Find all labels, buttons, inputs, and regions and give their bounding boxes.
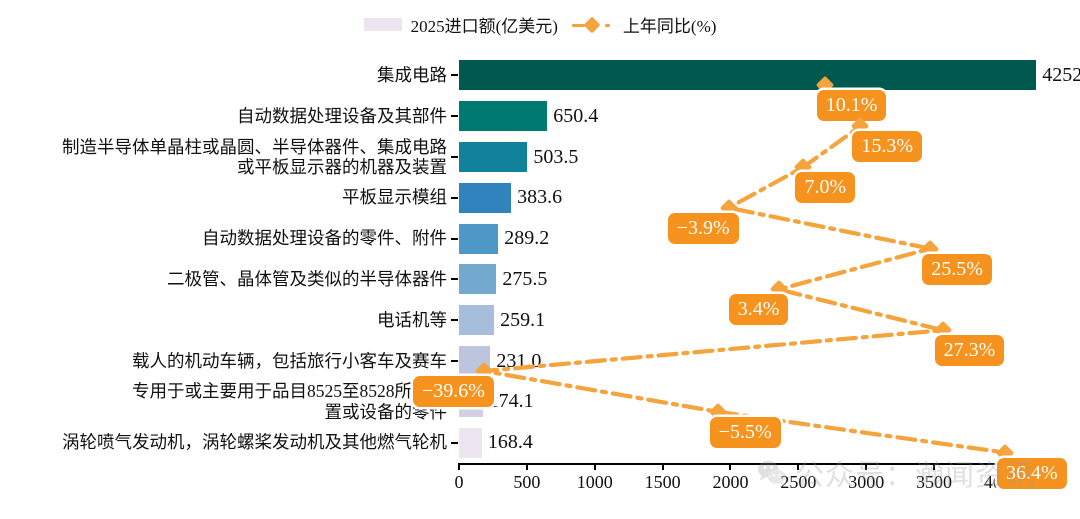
line-value-badge: 25.5% [922, 253, 992, 285]
bar-value-label: 383.6 [517, 186, 563, 209]
category-label: 自动数据处理设备的零件、附件 [202, 228, 447, 249]
x-axis-tick-label: 2000 [712, 472, 749, 492]
bar [459, 223, 499, 254]
category-tick [451, 441, 458, 444]
bar-value-label: 275.5 [502, 267, 548, 290]
x-axis-tick [458, 463, 460, 470]
bar-value-label: 168.4 [487, 431, 533, 454]
bar-value-label: 231.0 [496, 349, 542, 372]
category-tick [451, 74, 458, 77]
category-label: 载人的机动车辆，包括旅行小客车及赛车 [132, 350, 447, 371]
legend-label-bar: 2025进口额(亿美元) [410, 17, 558, 36]
category-label: 平板显示模组 [342, 187, 447, 208]
category-label: 自动数据处理设备及其部件 [237, 105, 447, 126]
x-axis-tick [865, 463, 868, 470]
line-value-badge: 7.0% [795, 172, 856, 203]
bar [459, 264, 497, 295]
x-axis-tick [525, 463, 528, 470]
category-label: 二极管、晶体管及类似的半导体器件 [167, 268, 447, 289]
chart-legend: 2025进口额(亿美元) 上年同比(%) [0, 12, 1080, 37]
x-axis-tick [593, 463, 596, 470]
bar-value-label: 4252.9 [1042, 63, 1080, 86]
line-value-badge: 3.4% [728, 294, 789, 326]
category-tick [451, 196, 458, 199]
bar-value-label: 650.4 [553, 104, 599, 127]
category-tick [451, 115, 458, 118]
legend-item-bar-series: 2025进口额(亿美元) [363, 12, 558, 37]
bar [459, 427, 482, 458]
x-axis-tick [729, 463, 732, 470]
category-tick [451, 237, 458, 240]
category-tick [451, 319, 458, 322]
category-tick [451, 278, 458, 281]
category-label: 电话机等 [377, 309, 447, 330]
category-tick [451, 360, 458, 362]
bar [459, 60, 1037, 91]
bar-value-label: 503.5 [533, 145, 579, 168]
x-axis-tick [933, 463, 936, 470]
legend-label-line: 上年同比(%) [622, 17, 717, 36]
category-label: 集成电路 [377, 64, 447, 85]
x-axis-tick-label: 2500 [780, 472, 817, 492]
category-label: 专用于或主要用于品目8525至8528所列装 置或设备的零件 [132, 381, 447, 422]
line-value-badge: 15.3% [852, 131, 923, 163]
bar [459, 182, 512, 213]
x-axis-tick-label: 1000 [576, 472, 613, 492]
legend-swatch-bar [363, 18, 402, 31]
bar-value-label: 174.1 [488, 390, 534, 413]
bar [459, 142, 528, 172]
category-tick [451, 156, 458, 158]
legend-line-marker-icon [571, 16, 614, 33]
line-value-badge: 36.4% [997, 457, 1067, 489]
x-axis-tick-label: 1500 [644, 472, 681, 492]
line-value-badge: 10.1% [816, 90, 887, 122]
bar-value-label: 259.1 [500, 308, 546, 331]
x-axis-tick [797, 463, 800, 470]
x-axis-line [459, 463, 1063, 465]
legend-item-line-series: 上年同比(%) [571, 12, 717, 37]
x-axis-tick [661, 463, 664, 470]
category-label: 制造半导体单晶柱或晶圆、半导体器件、集成电路 或平板显示器的机器及装置 [62, 136, 447, 178]
x-axis-tick-label: 500 [513, 472, 541, 492]
category-label: 涡轮喷气发动机，涡轮螺桨发动机及其他燃气轮机 [62, 432, 447, 453]
line-value-badge: 27.3% [934, 335, 1005, 367]
x-axis-tick-label: 3500 [916, 472, 953, 492]
bar [459, 101, 548, 132]
bar [459, 305, 495, 336]
x-axis-tick-label: 3000 [848, 472, 885, 492]
line-value-badge: −5.5% [709, 416, 781, 448]
line-value-badge: −39.6% [413, 376, 494, 407]
x-axis-tick-label: 0 [454, 472, 464, 492]
line-value-badge: −3.9% [667, 212, 739, 244]
bar-value-label: 289.2 [504, 227, 550, 250]
